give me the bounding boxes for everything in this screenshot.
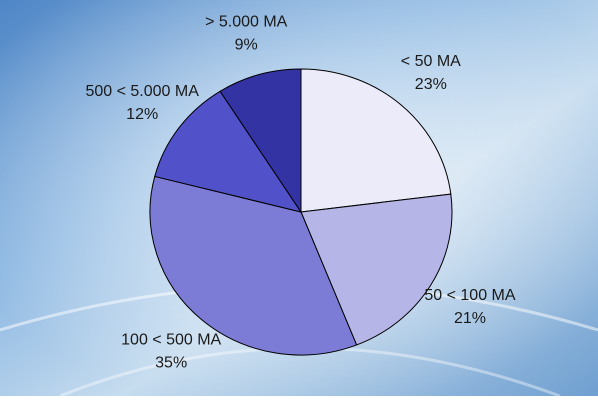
slice-label: 500 < 5.000 MA xyxy=(85,83,199,100)
slice-label: < 50 MA xyxy=(401,53,461,70)
pie xyxy=(149,68,453,356)
pie-slice xyxy=(300,68,452,213)
pie-slice xyxy=(154,90,303,213)
pie-slice xyxy=(300,193,453,346)
pie-slice xyxy=(149,175,358,356)
slice-value-label: 21% xyxy=(454,310,486,327)
pie-slice xyxy=(219,68,302,214)
slice-value-label: 12% xyxy=(126,106,158,123)
slice-label: 100 < 500 MA xyxy=(121,332,221,349)
slice-value-label: 23% xyxy=(415,76,447,93)
slice-value-label: 35% xyxy=(155,355,187,372)
slice-label: > 5.000 MA xyxy=(205,14,288,31)
slice-value-label: 9% xyxy=(235,37,258,54)
slice-label: 50 < 100 MA xyxy=(424,287,516,304)
